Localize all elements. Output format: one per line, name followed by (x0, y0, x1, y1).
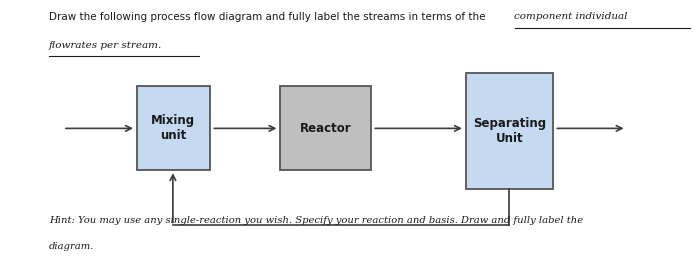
Text: Mixing
unit: Mixing unit (151, 114, 195, 142)
Text: component individual: component individual (514, 12, 628, 21)
Text: diagram.: diagram. (49, 242, 94, 251)
Text: Draw the following process flow diagram and fully label the streams in terms of : Draw the following process flow diagram … (49, 12, 489, 22)
Text: Reactor: Reactor (300, 122, 351, 135)
Bar (466, 73, 553, 189)
Text: Hint: You may use any single-reaction you wish. Specify your reaction and basis.: Hint: You may use any single-reaction yo… (49, 216, 583, 225)
Bar (280, 86, 371, 170)
Bar (136, 86, 210, 170)
Text: Separating
Unit: Separating Unit (473, 117, 546, 145)
Text: flowrates per stream.: flowrates per stream. (49, 41, 162, 50)
